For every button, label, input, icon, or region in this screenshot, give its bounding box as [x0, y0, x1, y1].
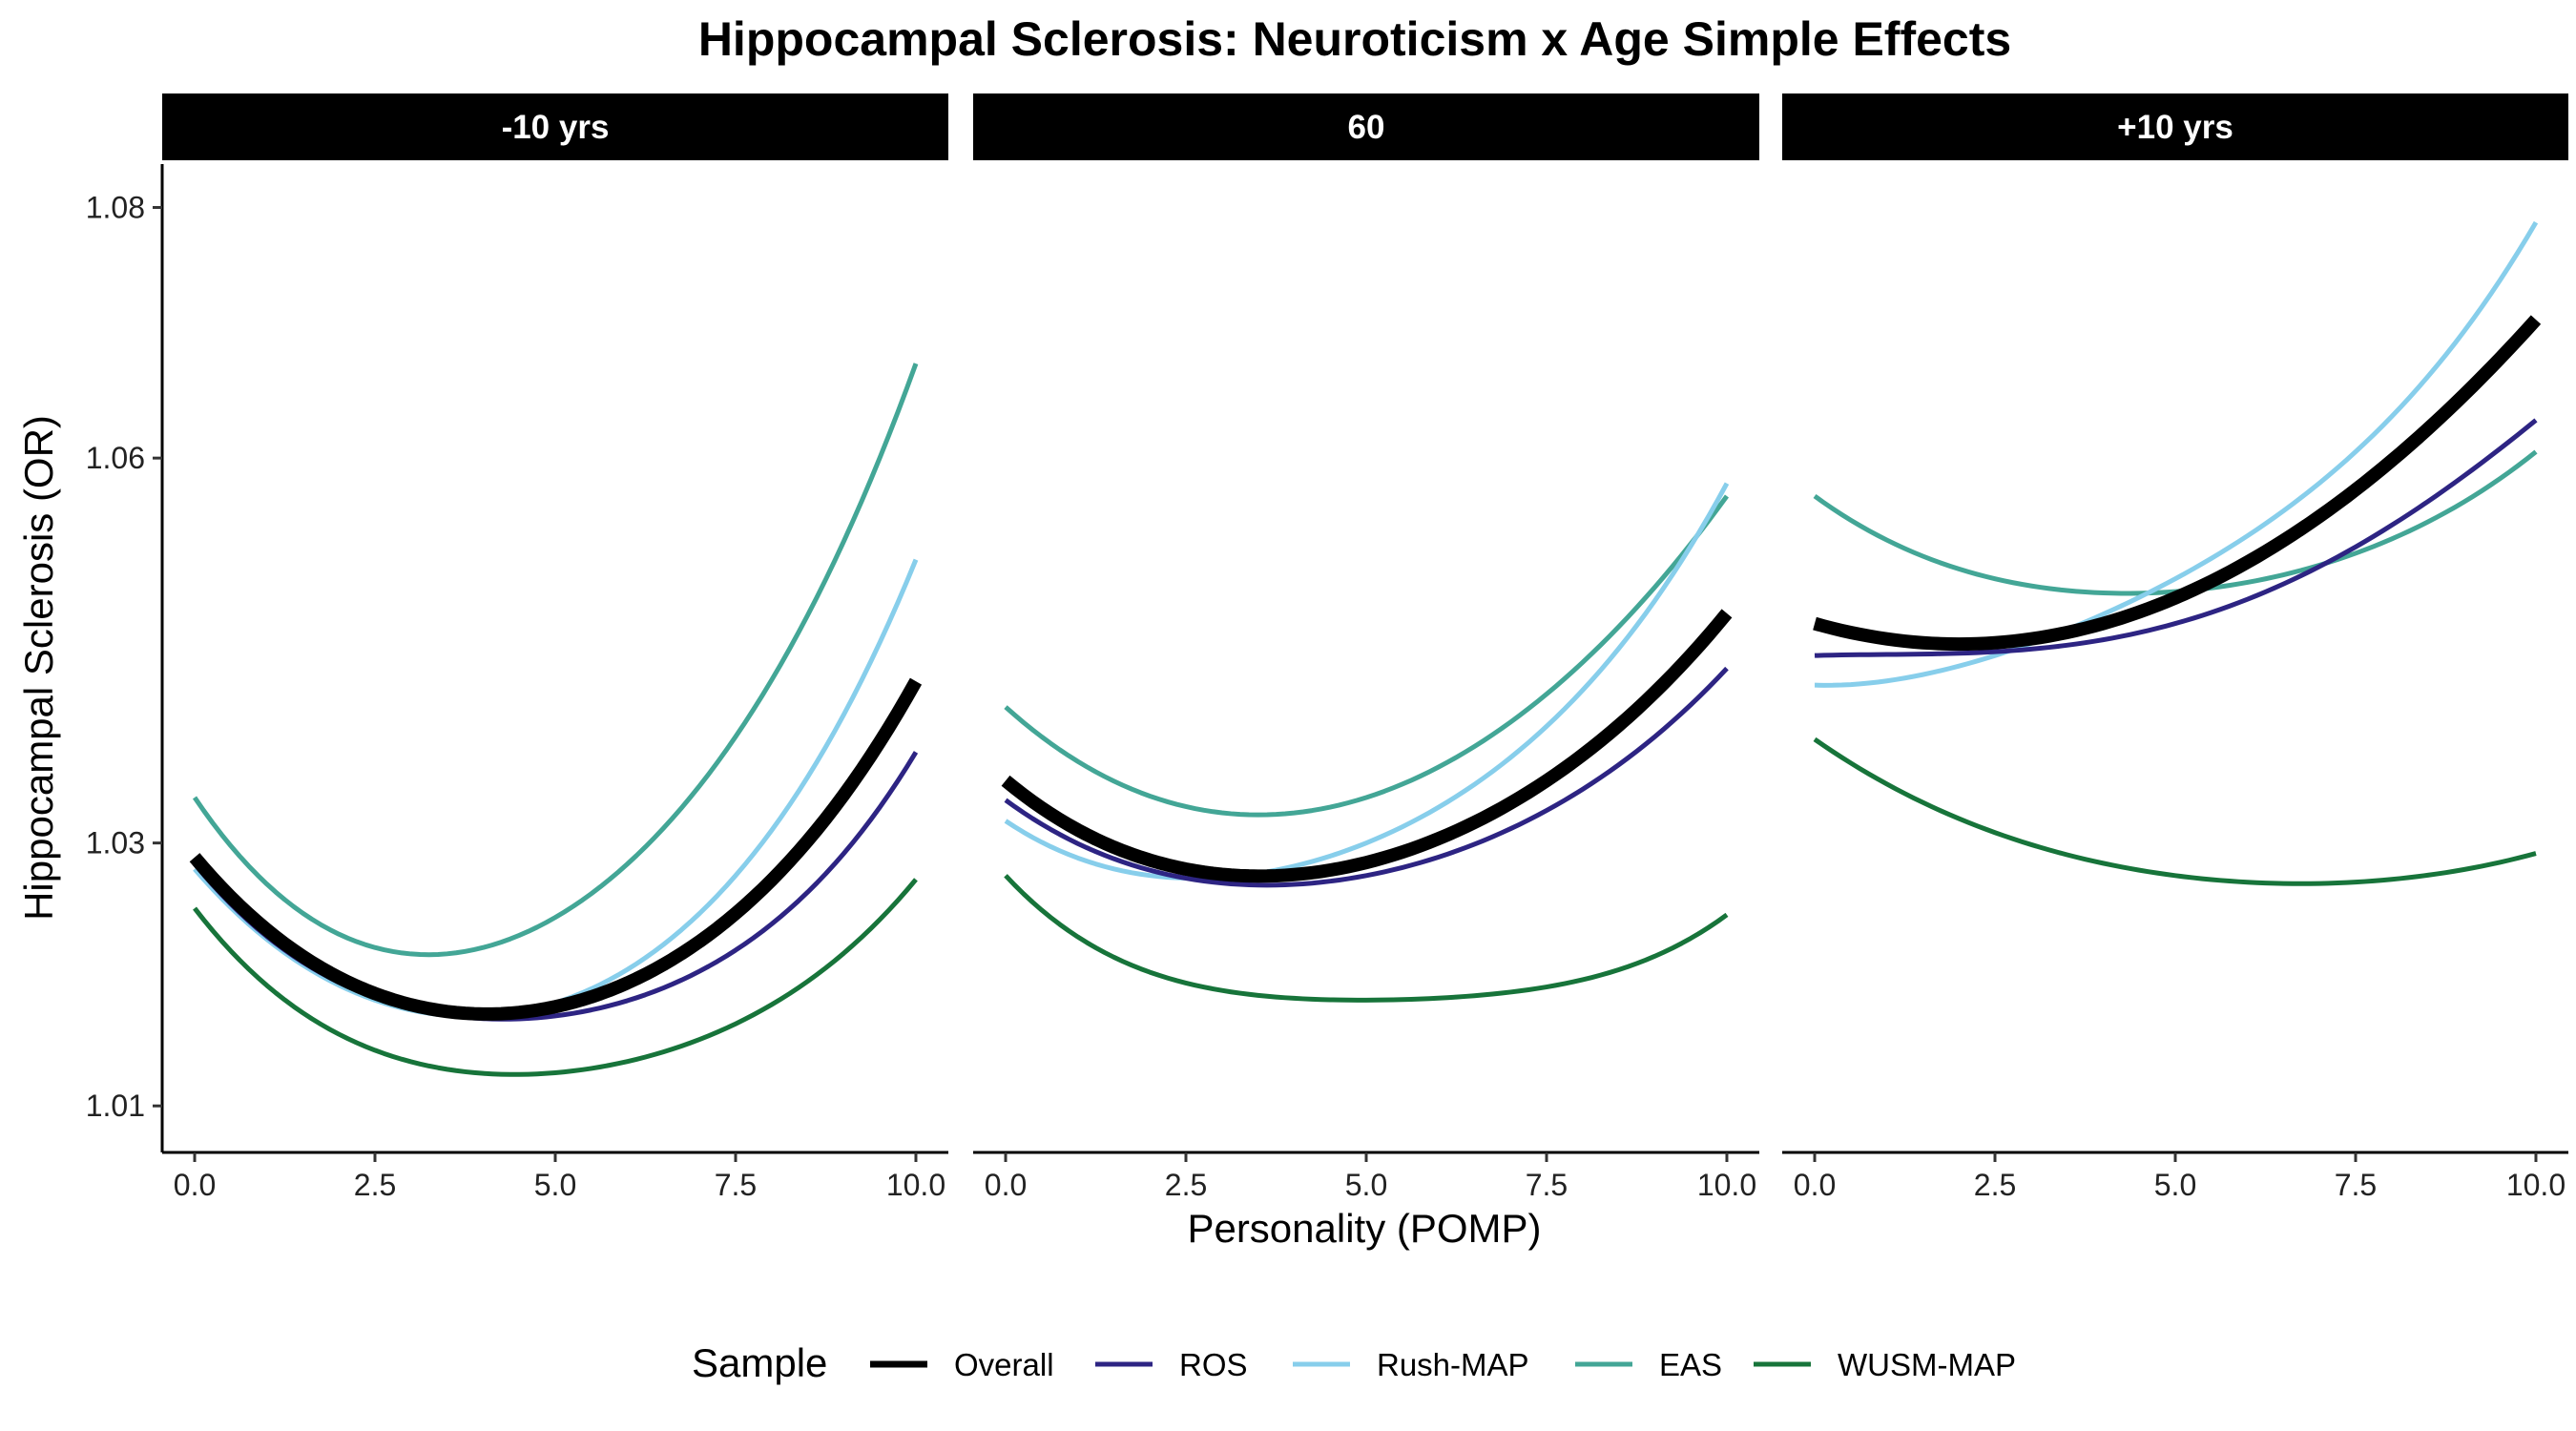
legend-label: Rush-MAP [1377, 1347, 1529, 1382]
series-line-rush-map [1004, 482, 1730, 881]
facet-strip-label: 60 [1348, 109, 1385, 146]
series-line-overall [1813, 315, 2542, 652]
panel-1: 60 0.0 2.5 5.0 7.5 10.0 [973, 93, 1759, 1202]
legend-title: Sample [692, 1340, 827, 1385]
series-line-wusm-map [1004, 874, 1729, 1003]
series-line-overall [1001, 609, 1733, 883]
x-tick-label: 5.0 [534, 1168, 576, 1202]
legend-label: WUSM-MAP [1838, 1347, 2016, 1382]
x-tick-label: 10.0 [1697, 1168, 1756, 1202]
y-tick-label: 1.01 [86, 1089, 145, 1123]
legend-label: ROS [1179, 1347, 1248, 1382]
x-tick-label: 0.0 [174, 1168, 216, 1202]
x-tick-label: 10.0 [2506, 1168, 2566, 1202]
chart-title: Hippocampal Sclerosis: Neuroticism x Age… [698, 12, 2011, 66]
series-line-overall [189, 677, 923, 1021]
facet-strip-label: -10 yrs [502, 109, 610, 146]
legend-label: Overall [954, 1347, 1054, 1382]
x-tick-label: 2.5 [1165, 1168, 1207, 1202]
x-tick-label: 2.5 [1974, 1168, 2016, 1202]
x-tick-label: 5.0 [2154, 1168, 2196, 1202]
facet-strip [1782, 93, 2568, 160]
y-tick-label: 1.08 [86, 190, 145, 224]
series-line-eas [192, 363, 919, 958]
x-axis-title: Personality (POMP) [1187, 1206, 1541, 1251]
x-tick-label: 0.0 [1794, 1168, 1836, 1202]
series-line-eas [1813, 449, 2538, 596]
series-line-wusm-map [1813, 736, 2537, 886]
panel-2: +10 yrs 0.0 2.5 5.0 7.5 10.0 [1782, 93, 2568, 1202]
series-line-eas [1004, 494, 1729, 818]
x-tick-label: 0.0 [985, 1168, 1027, 1202]
y-tick-label: 1.03 [86, 826, 145, 861]
facet-strip-label: +10 yrs [2117, 109, 2233, 146]
series-line-wusm-map [193, 878, 918, 1077]
series-line-ros [1814, 418, 2538, 658]
facet-strip [162, 93, 948, 160]
series-line-ros [1004, 666, 1729, 888]
y-tick-label: 1.06 [86, 441, 145, 475]
facet-strip [973, 93, 1759, 160]
x-tick-label: 7.5 [1526, 1168, 1568, 1202]
series-line-rush-map [1814, 220, 2539, 688]
x-tick-label: 7.5 [2335, 1168, 2377, 1202]
x-tick-label: 5.0 [1345, 1168, 1387, 1202]
x-tick-label: 10.0 [886, 1168, 945, 1202]
panel-0: -10 yrs 0.0 2.5 5.0 7.5 10.0 1.01 1.03 1.06 1.08 [86, 93, 948, 1202]
legend-label: EAS [1659, 1347, 1722, 1382]
legend: Sample Overall ROS Rush-MAP EAS WUSM-MAP [692, 1340, 2016, 1385]
x-tick-label: 2.5 [354, 1168, 396, 1202]
series-line-rush-map [193, 558, 919, 1019]
y-axis-title: Hippocampal Sclerosis (OR) [16, 415, 61, 921]
x-tick-label: 7.5 [715, 1168, 757, 1202]
facet-panels: -10 yrs 0.0 2.5 5.0 7.5 10.0 1.01 1.03 1.06 1.08 6… [86, 93, 2568, 1202]
